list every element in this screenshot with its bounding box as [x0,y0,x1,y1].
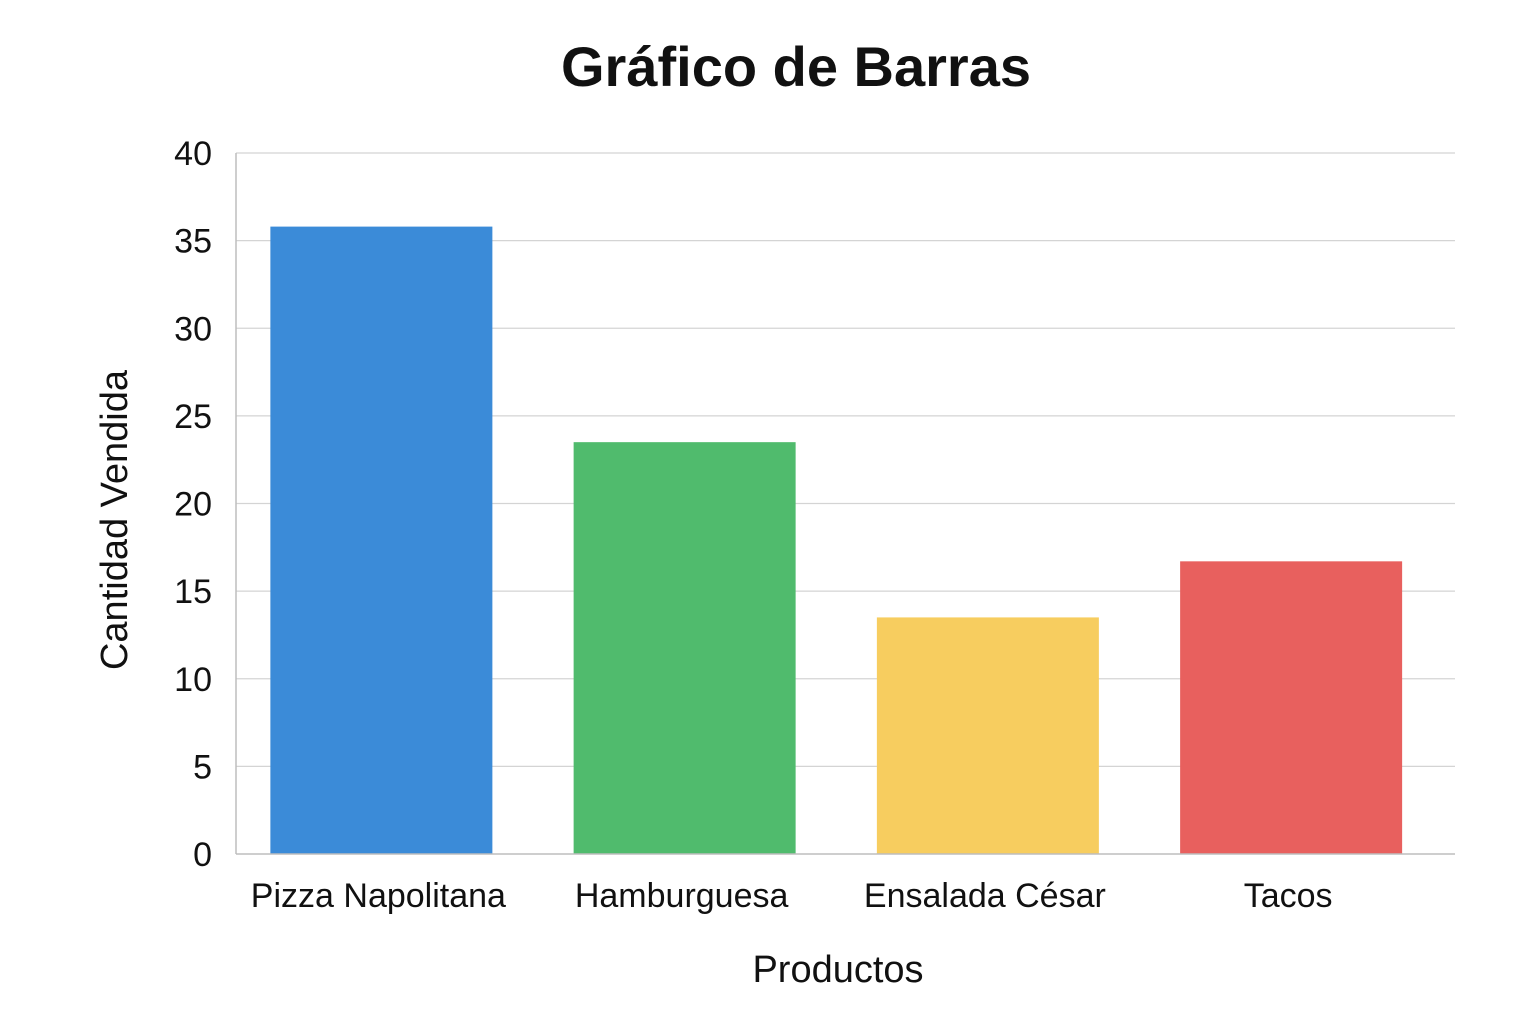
x-category-label: Tacos [1244,877,1333,915]
y-tick-label: 15 [174,573,212,611]
y-tick-label: 40 [174,135,212,173]
y-tick-label: 10 [174,661,212,699]
y-axis-title: Cantidad Vendida [94,369,136,670]
y-axis-ticks: 0 5 10 15 20 25 30 35 40 [174,135,212,874]
bars [270,226,1403,855]
x-category-label: Ensalada César [864,877,1106,915]
y-tick-label: 30 [174,310,212,348]
bar-pizza-napolitana [270,226,493,855]
x-category-label: Pizza Napolitana [251,877,506,915]
y-tick-label: 20 [174,486,212,524]
y-tick-label: 0 [193,836,212,874]
x-axis-category-labels: Pizza Napolitana Hamburguesa Ensalada Césa… [251,877,1333,915]
y-tick-label: 25 [174,398,212,436]
bar-ensalada-c-sar [876,617,1099,854]
axes [235,153,1455,855]
bar-tacos [1180,561,1403,854]
x-category-label: Hamburguesa [575,877,789,915]
x-axis-title: Productos [752,949,923,991]
y-tick-label: 35 [174,223,212,261]
chart-title: Gráfico de Barras [561,35,1031,98]
y-tick-label: 5 [193,748,212,786]
bar-hamburguesa [573,442,796,854]
